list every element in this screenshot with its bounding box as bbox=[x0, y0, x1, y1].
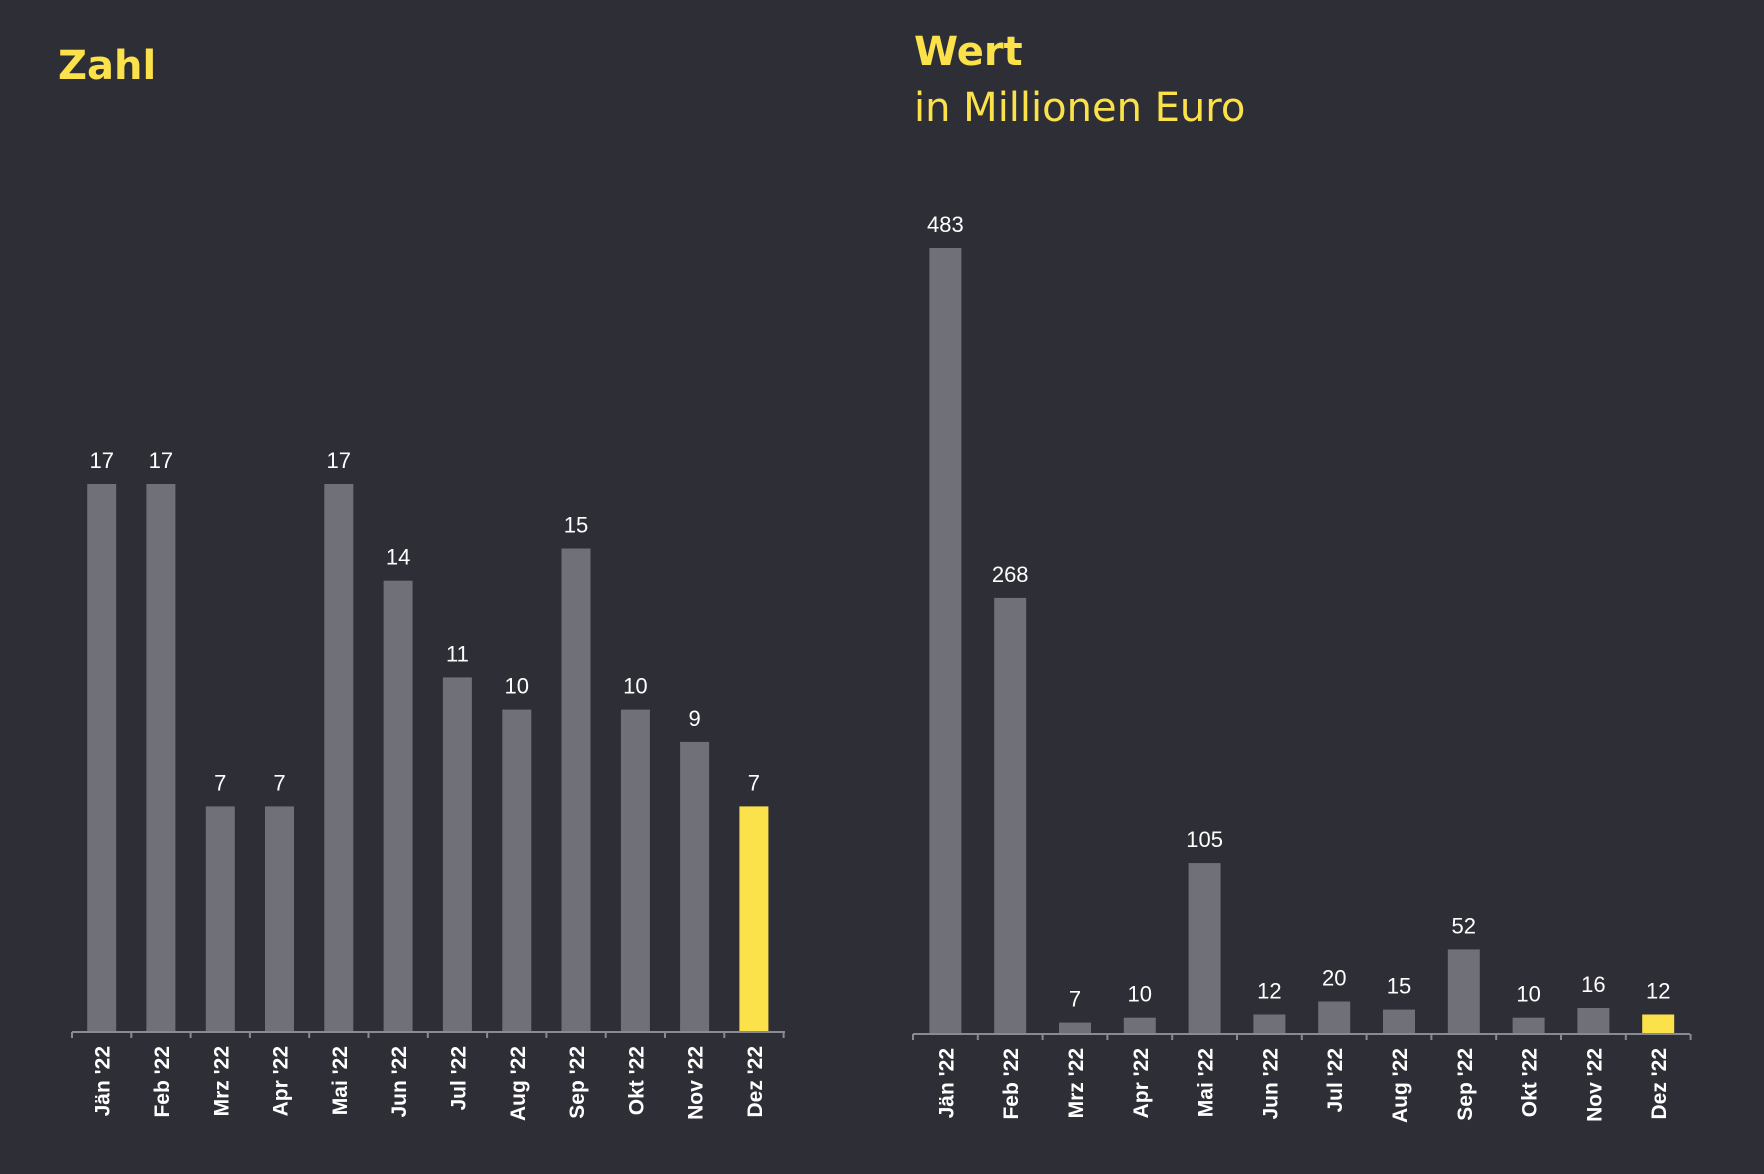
tick-label-zahl-4: Mai '22 bbox=[329, 1046, 352, 1115]
bar-zahl-0 bbox=[87, 484, 117, 1032]
tick-label-wert-3: Apr '22 bbox=[1130, 1048, 1153, 1118]
tick-label-zahl-1: Feb '22 bbox=[151, 1046, 174, 1118]
tick-label-wert-0: Jän '22 bbox=[935, 1048, 958, 1118]
bar-wert-7 bbox=[1383, 1009, 1415, 1034]
tick-label-wert-10: Nov '22 bbox=[1583, 1048, 1606, 1122]
bar-zahl-2 bbox=[205, 806, 235, 1032]
data-label-wert-4: 105 bbox=[1186, 827, 1223, 852]
tick-label-wert-8: Sep '22 bbox=[1454, 1048, 1477, 1121]
bar-wert-8 bbox=[1447, 949, 1480, 1034]
data-label-wert-9: 10 bbox=[1516, 982, 1540, 1007]
data-label-zahl-5: 14 bbox=[386, 545, 410, 570]
data-label-zahl-9: 10 bbox=[623, 674, 647, 699]
tick-label-wert-6: Jul '22 bbox=[1324, 1048, 1347, 1113]
bar-zahl-9 bbox=[620, 709, 650, 1032]
tick-label-zahl-11: Dez '22 bbox=[744, 1046, 767, 1118]
tick-label-zahl-5: Jun '22 bbox=[388, 1046, 411, 1118]
data-label-wert-7: 15 bbox=[1387, 974, 1411, 999]
bar-wert-2 bbox=[1059, 1022, 1091, 1034]
data-label-wert-10: 16 bbox=[1581, 972, 1605, 997]
data-label-wert-5: 12 bbox=[1257, 979, 1281, 1004]
bar-zahl-7 bbox=[502, 709, 532, 1032]
bar-wert-5 bbox=[1253, 1014, 1286, 1034]
bar-wert-0 bbox=[929, 248, 962, 1034]
data-label-wert-2: 7 bbox=[1069, 987, 1081, 1012]
tick-label-wert-11: Dez '22 bbox=[1648, 1048, 1671, 1120]
data-label-wert-1: 268 bbox=[992, 562, 1029, 587]
tick-label-zahl-9: Okt '22 bbox=[625, 1046, 648, 1115]
tick-label-zahl-6: Jul '22 bbox=[447, 1046, 470, 1111]
bar-zahl-4 bbox=[324, 484, 354, 1032]
data-label-wert-11: 12 bbox=[1646, 979, 1670, 1004]
data-label-zahl-6: 11 bbox=[446, 641, 469, 666]
tick-label-zahl-7: Aug '22 bbox=[507, 1046, 530, 1121]
tick-label-zahl-0: Jän '22 bbox=[92, 1046, 115, 1116]
bar-wert-10 bbox=[1577, 1008, 1610, 1034]
data-label-zahl-11: 7 bbox=[748, 770, 760, 795]
bar-zahl-10 bbox=[680, 741, 710, 1032]
data-label-zahl-10: 9 bbox=[688, 706, 700, 731]
bar-wert-4 bbox=[1188, 863, 1221, 1034]
chart-group-zahl: 17 Jän '22 17 Feb '22 7 Mrz '22 7 Apr '22 17 Mai … bbox=[71, 448, 785, 1121]
tick-label-wert-7: Aug '22 bbox=[1389, 1048, 1412, 1123]
data-label-zahl-1: 17 bbox=[149, 448, 173, 473]
tick-label-wert-4: Mai '22 bbox=[1195, 1048, 1218, 1117]
bar-zahl-11 bbox=[739, 806, 769, 1032]
tick-label-wert-9: Okt '22 bbox=[1519, 1048, 1542, 1117]
tick-label-zahl-2: Mrz '22 bbox=[210, 1046, 233, 1116]
data-label-wert-6: 20 bbox=[1322, 966, 1346, 991]
data-label-wert-0: 483 bbox=[927, 212, 964, 237]
data-label-wert-3: 10 bbox=[1128, 982, 1152, 1007]
tick-label-zahl-3: Apr '22 bbox=[270, 1046, 293, 1116]
data-label-zahl-4: 17 bbox=[327, 448, 351, 473]
bar-wert-3 bbox=[1123, 1017, 1156, 1034]
bar-wert-11 bbox=[1642, 1014, 1675, 1034]
data-label-zahl-7: 10 bbox=[505, 674, 529, 699]
bar-zahl-5 bbox=[383, 580, 413, 1032]
bar-wert-9 bbox=[1512, 1017, 1545, 1034]
data-label-zahl-2: 7 bbox=[214, 770, 226, 795]
bar-zahl-8 bbox=[561, 548, 591, 1032]
chart-title-wert: Wert bbox=[914, 29, 1023, 75]
tick-label-zahl-10: Nov '22 bbox=[685, 1046, 708, 1120]
data-label-zahl-3: 7 bbox=[273, 770, 285, 795]
data-label-zahl-0: 17 bbox=[89, 448, 113, 473]
bar-zahl-1 bbox=[146, 484, 176, 1032]
data-label-zahl-8: 15 bbox=[564, 513, 588, 538]
bar-zahl-3 bbox=[265, 806, 294, 1032]
data-label-wert-8: 52 bbox=[1452, 913, 1476, 938]
bar-zahl-6 bbox=[442, 677, 472, 1032]
tick-label-wert-1: Feb '22 bbox=[1000, 1048, 1023, 1120]
chart-title-zahl: Zahl bbox=[58, 43, 157, 89]
tick-label-wert-5: Jun '22 bbox=[1259, 1048, 1282, 1120]
bar-wert-1 bbox=[994, 597, 1027, 1034]
tick-label-wert-2: Mrz '22 bbox=[1065, 1048, 1088, 1118]
chart-subtitle-wert: in Millionen Euro bbox=[914, 85, 1246, 131]
bar-wert-6 bbox=[1318, 1001, 1351, 1034]
tick-label-zahl-8: Sep '22 bbox=[566, 1046, 589, 1119]
